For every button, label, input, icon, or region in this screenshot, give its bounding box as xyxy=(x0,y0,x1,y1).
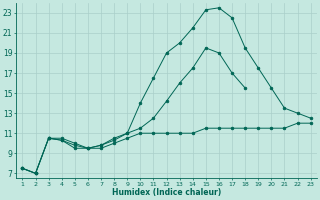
X-axis label: Humidex (Indice chaleur): Humidex (Indice chaleur) xyxy=(112,188,221,197)
